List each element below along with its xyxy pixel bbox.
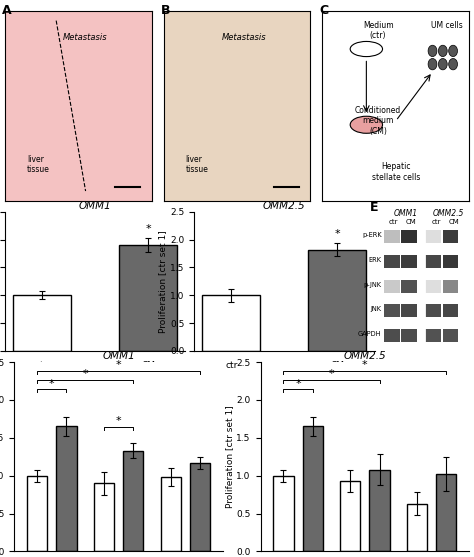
Circle shape [428,45,437,57]
Bar [56,427,76,551]
Bar [123,451,143,551]
FancyBboxPatch shape [443,304,458,317]
Text: E: E [370,201,379,213]
FancyBboxPatch shape [401,304,417,317]
FancyBboxPatch shape [425,230,441,243]
Circle shape [428,58,437,70]
FancyBboxPatch shape [384,280,400,293]
Text: A: A [2,3,11,17]
Bar [190,463,210,551]
Y-axis label: Proliferation [ctr set 1]: Proliferation [ctr set 1] [158,230,167,333]
FancyBboxPatch shape [443,255,458,268]
Bar [369,470,390,551]
Circle shape [438,45,447,57]
Circle shape [438,58,447,70]
Text: ctr: ctr [389,219,398,225]
FancyBboxPatch shape [384,255,400,268]
Bar [13,295,71,351]
Bar [119,245,177,351]
Text: Metastasis: Metastasis [63,32,108,42]
Text: p-ERK: p-ERK [362,232,382,238]
Title: OMM2.5: OMM2.5 [263,201,306,211]
Text: *: * [328,369,334,379]
Text: p-JNK: p-JNK [364,282,382,289]
Text: liver
tissue: liver tissue [185,155,209,174]
FancyBboxPatch shape [443,280,458,293]
Bar [27,476,47,551]
Text: OMM1: OMM1 [393,209,418,218]
FancyBboxPatch shape [425,280,441,293]
Bar [202,295,261,351]
Text: OMM2.5: OMM2.5 [433,209,465,218]
Text: Metastasis: Metastasis [222,32,267,42]
FancyBboxPatch shape [401,329,417,342]
Title: OMM1: OMM1 [79,201,111,211]
Text: Conditioned
medium
(CM): Conditioned medium (CM) [355,106,401,136]
Text: ERK: ERK [368,257,382,263]
Bar [273,476,293,551]
Text: *: * [335,229,340,239]
Bar [161,477,181,551]
FancyBboxPatch shape [425,255,441,268]
Text: *: * [145,224,151,234]
Text: ctr: ctr [432,219,441,225]
Text: *: * [295,379,301,389]
Text: *: * [362,360,368,370]
Bar [94,483,114,551]
Bar [436,474,456,551]
Y-axis label: Proliferation [ctr set 1]: Proliferation [ctr set 1] [225,405,234,508]
Text: liver
tissue: liver tissue [27,155,50,174]
FancyBboxPatch shape [425,329,441,342]
Title: OMM2.5: OMM2.5 [344,351,386,361]
Title: OMM1: OMM1 [102,351,135,361]
Text: JNK: JNK [371,306,382,312]
Text: Hepatic
stellate cells: Hepatic stellate cells [372,162,420,182]
Bar [308,250,366,351]
FancyBboxPatch shape [384,230,400,243]
FancyBboxPatch shape [401,280,417,293]
FancyBboxPatch shape [384,304,400,317]
FancyBboxPatch shape [443,329,458,342]
FancyBboxPatch shape [384,329,400,342]
Text: B: B [161,3,170,17]
Ellipse shape [350,116,383,133]
FancyBboxPatch shape [401,230,417,243]
Text: *: * [116,417,121,427]
Text: GAPDH: GAPDH [358,331,382,337]
Bar [407,504,427,551]
Text: Medium
(ctr): Medium (ctr) [363,21,393,40]
Text: C: C [319,3,328,17]
FancyBboxPatch shape [401,255,417,268]
Text: UM cells: UM cells [431,21,463,30]
Circle shape [449,45,457,57]
Bar [340,481,360,551]
Text: CM: CM [405,219,416,225]
Text: *: * [82,369,88,379]
FancyBboxPatch shape [443,230,458,243]
Text: *: * [49,379,55,389]
Circle shape [449,58,457,70]
Text: CM: CM [448,219,459,225]
Bar [302,427,323,551]
FancyBboxPatch shape [425,304,441,317]
Text: *: * [116,360,121,370]
